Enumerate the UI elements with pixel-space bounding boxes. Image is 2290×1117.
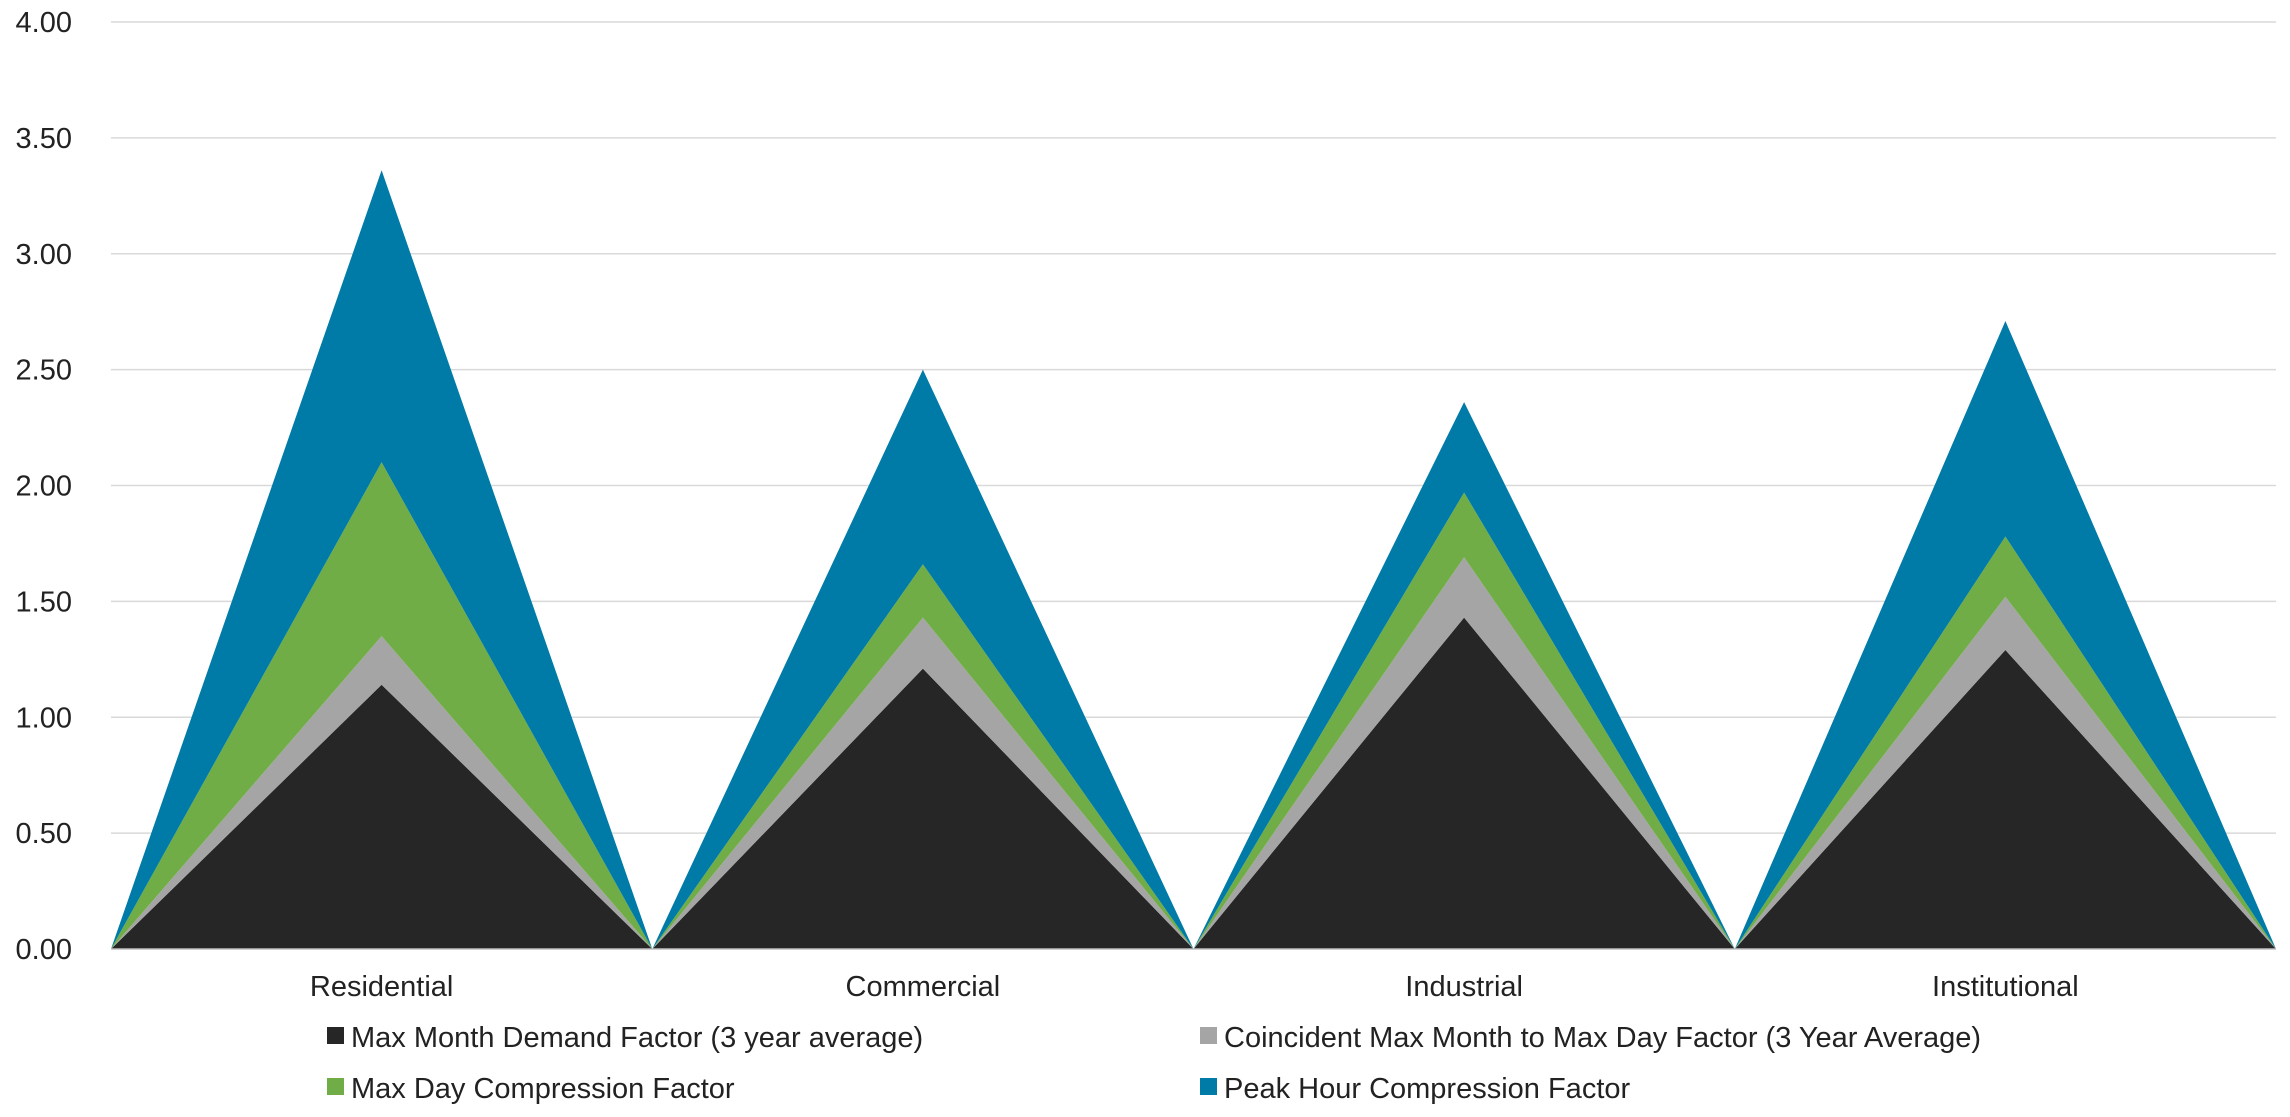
legend-item: Max Day Compression Factor [327, 1073, 735, 1105]
y-tick-label: 3.00 [16, 239, 72, 271]
y-tick-label: 3.50 [16, 123, 72, 155]
legend-swatch [1200, 1027, 1217, 1044]
y-tick-label: 0.50 [16, 818, 72, 850]
legend: Max Month Demand Factor (3 year average)… [327, 1022, 1981, 1105]
area-series-1 [111, 617, 2276, 949]
y-tick-label: 2.00 [16, 471, 72, 503]
legend-label: Peak Hour Compression Factor [1224, 1073, 1630, 1105]
x-category-label: Commercial [846, 971, 1001, 1003]
legend-item: Max Month Demand Factor (3 year average) [327, 1022, 923, 1054]
legend-swatch [327, 1078, 344, 1095]
x-category-label: Residential [310, 971, 453, 1003]
y-tick-label: 1.50 [16, 586, 72, 618]
y-tick-label: 2.50 [16, 355, 72, 387]
legend-swatch [327, 1027, 344, 1044]
y-tick-label: 0.00 [16, 934, 72, 966]
legend-swatch [1200, 1078, 1217, 1095]
y-tick-label: 4.00 [16, 7, 72, 39]
legend-label: Max Day Compression Factor [351, 1073, 735, 1105]
legend-item: Coincident Max Month to Max Day Factor (… [1200, 1022, 1981, 1054]
x-category-label: Industrial [1405, 971, 1523, 1003]
stacked-areas [111, 170, 2276, 950]
legend-label: Max Month Demand Factor (3 year average) [351, 1022, 923, 1054]
legend-item: Peak Hour Compression Factor [1200, 1073, 1630, 1105]
x-axis-category-labels: Residential Commercial Industrial Instituti… [310, 971, 2079, 1003]
legend-label: Coincident Max Month to Max Day Factor (… [1224, 1022, 1981, 1054]
x-category-label: Institutional [1932, 971, 2079, 1003]
y-axis-tick-labels: 0.00 0.50 1.00 1.50 2.00 2.50 3.00 3.50 4.00 [16, 7, 72, 966]
y-tick-label: 1.00 [16, 702, 72, 734]
